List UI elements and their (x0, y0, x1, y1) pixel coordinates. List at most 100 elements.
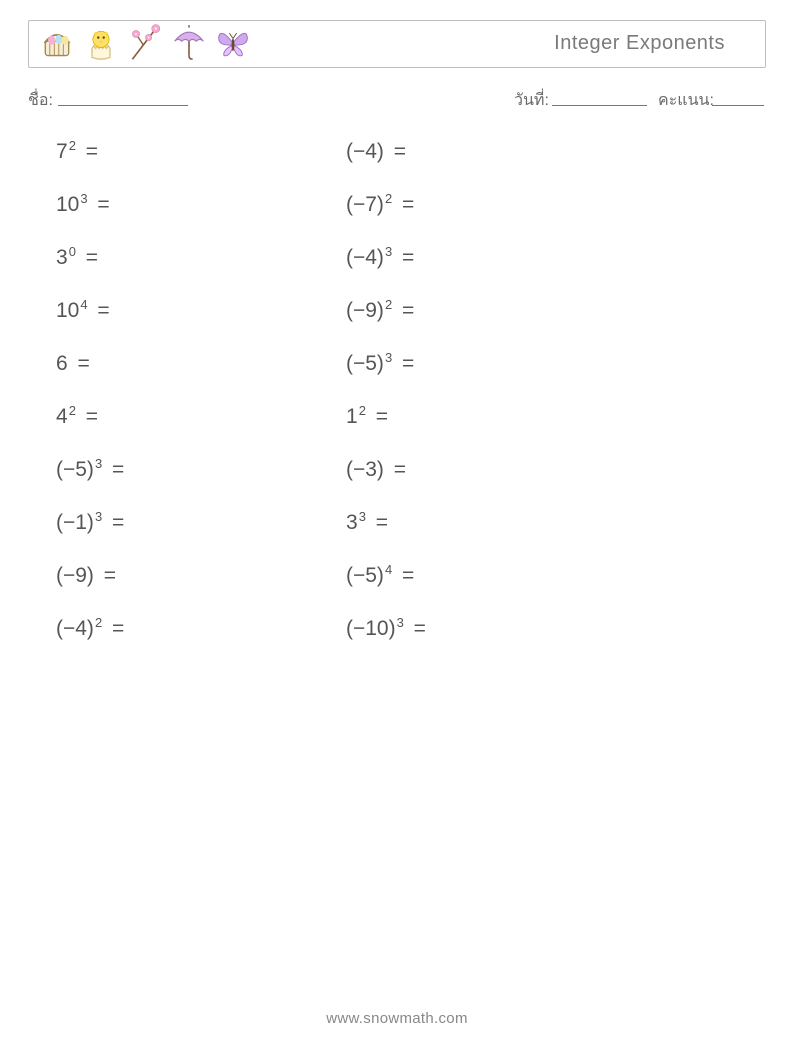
basket-icon (39, 23, 75, 63)
problem-row: 104 =(−9)2 = (56, 299, 756, 323)
problem-row: 6 =(−5)3 = (56, 352, 756, 376)
problem-exponent: 3 (95, 456, 102, 471)
header-title: Integer Exponents (554, 32, 725, 55)
problem-right: (−4) = (346, 140, 636, 164)
problem-base: 7 (56, 140, 68, 163)
problem-right: (−7)2 = (346, 193, 636, 217)
problem-row: 72 =(−4) = (56, 140, 756, 164)
equals-sign: = (80, 140, 98, 163)
header-box: Integer Exponents (28, 20, 766, 68)
problem-right: 33 = (346, 511, 636, 535)
equals-sign: = (80, 246, 98, 269)
score-blank-line (712, 105, 764, 106)
equals-sign: = (92, 193, 110, 216)
problem-base: 6 (56, 352, 68, 375)
problem-base: (−9) (346, 299, 384, 322)
problem-left: 72 = (56, 140, 346, 164)
problem-base: 3 (56, 246, 68, 269)
chick-icon (83, 23, 119, 63)
problem-right: (−5)3 = (346, 352, 636, 376)
problem-base: (−1) (56, 511, 94, 534)
problem-exponent: 3 (80, 191, 87, 206)
problem-row: 103 =(−7)2 = (56, 193, 756, 217)
problem-exponent: 3 (385, 244, 392, 259)
equals-sign: = (396, 299, 414, 322)
footer-url: www.snowmath.com (0, 1010, 794, 1027)
equals-sign: = (98, 564, 116, 587)
problem-base: 3 (346, 511, 358, 534)
problem-right: (−10)3 = (346, 617, 636, 641)
header-icons-row (39, 23, 251, 63)
equals-sign: = (80, 405, 98, 428)
problem-base: (−4) (346, 246, 384, 269)
problem-exponent: 3 (95, 509, 102, 524)
info-row: ชื่อ: วันที่: คะแนน: (28, 88, 764, 114)
equals-sign: = (92, 299, 110, 322)
equals-sign: = (396, 564, 414, 587)
blossom-icon (127, 23, 163, 63)
equals-sign: = (408, 617, 426, 640)
equals-sign: = (396, 193, 414, 216)
problem-exponent: 2 (385, 297, 392, 312)
page: Integer Exponents ชื่อ: วันที่: คะแนน: 7… (0, 0, 794, 1053)
problem-exponent: 2 (69, 403, 76, 418)
equals-sign: = (370, 405, 388, 428)
problem-exponent: 2 (95, 615, 102, 630)
problem-left: 42 = (56, 405, 346, 429)
problem-row: (−9) =(−5)4 = (56, 564, 756, 588)
problem-base: 10 (56, 299, 79, 322)
problem-exponent: 3 (385, 350, 392, 365)
equals-sign: = (72, 352, 90, 375)
problem-exponent: 2 (69, 138, 76, 153)
problem-base: 4 (56, 405, 68, 428)
equals-sign: = (106, 617, 124, 640)
equals-sign: = (388, 458, 406, 481)
problem-right: (−3) = (346, 458, 636, 482)
problem-base: (−3) (346, 458, 384, 481)
problems-grid: 72 =(−4) =103 =(−7)2 =30 =(−4)3 =104 =(−… (56, 140, 756, 670)
problem-left: 6 = (56, 352, 346, 376)
equals-sign: = (396, 352, 414, 375)
date-blank-line (552, 105, 647, 106)
problem-base: 1 (346, 405, 358, 428)
equals-sign: = (106, 458, 124, 481)
problem-base: (−7) (346, 193, 384, 216)
problem-right: 12 = (346, 405, 636, 429)
problem-left: 103 = (56, 193, 346, 217)
name-label: ชื่อ: (28, 88, 53, 113)
problem-base: (−10) (346, 617, 396, 640)
equals-sign: = (106, 511, 124, 534)
equals-sign: = (396, 246, 414, 269)
problem-base: (−5) (56, 458, 94, 481)
problem-exponent: 0 (69, 244, 76, 259)
problem-left: (−9) = (56, 564, 346, 588)
problem-base: (−9) (56, 564, 94, 587)
problem-left: 30 = (56, 246, 346, 270)
problem-base: (−4) (56, 617, 94, 640)
problem-row: 42 =12 = (56, 405, 756, 429)
score-label: คะแนน: (658, 88, 714, 113)
problem-row: (−1)3 =33 = (56, 511, 756, 535)
problem-base: (−4) (346, 140, 384, 163)
problem-base: 10 (56, 193, 79, 216)
date-label: วันที่: (514, 88, 549, 113)
problem-exponent: 3 (359, 509, 366, 524)
problem-right: (−5)4 = (346, 564, 636, 588)
problem-row: (−5)3 =(−3) = (56, 458, 756, 482)
problem-base: (−5) (346, 564, 384, 587)
problem-exponent: 2 (385, 191, 392, 206)
problem-left: 104 = (56, 299, 346, 323)
problem-exponent: 4 (385, 562, 392, 577)
butterfly-icon (215, 23, 251, 63)
equals-sign: = (370, 511, 388, 534)
problem-right: (−4)3 = (346, 246, 636, 270)
problem-left: (−5)3 = (56, 458, 346, 482)
problem-row: 30 =(−4)3 = (56, 246, 756, 270)
problem-exponent: 3 (397, 615, 404, 630)
name-blank-line (58, 105, 188, 106)
problem-right: (−9)2 = (346, 299, 636, 323)
problem-left: (−4)2 = (56, 617, 346, 641)
problem-exponent: 4 (80, 297, 87, 312)
problem-exponent: 2 (359, 403, 366, 418)
problem-base: (−5) (346, 352, 384, 375)
